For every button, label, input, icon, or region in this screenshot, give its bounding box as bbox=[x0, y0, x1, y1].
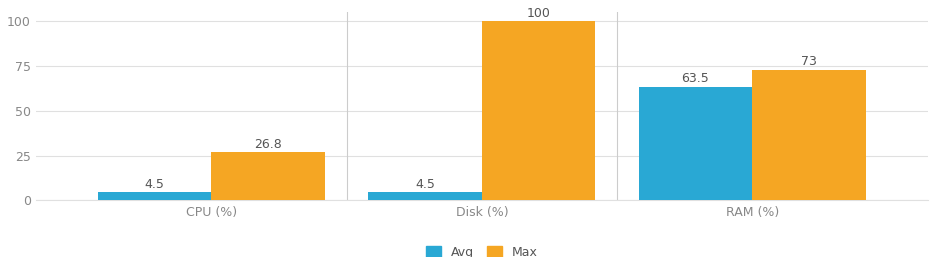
Legend: Avg, Max: Avg, Max bbox=[421, 241, 542, 257]
Text: 100: 100 bbox=[526, 7, 551, 20]
Bar bbox=[211, 152, 325, 200]
Bar bbox=[482, 21, 596, 200]
Bar bbox=[98, 192, 211, 200]
Text: 4.5: 4.5 bbox=[145, 178, 165, 191]
Bar bbox=[753, 70, 866, 200]
Text: 26.8: 26.8 bbox=[254, 138, 282, 151]
Text: 4.5: 4.5 bbox=[415, 178, 435, 191]
Text: 63.5: 63.5 bbox=[682, 72, 710, 85]
Bar bbox=[368, 192, 482, 200]
Text: 73: 73 bbox=[801, 55, 817, 68]
Bar bbox=[639, 87, 753, 200]
